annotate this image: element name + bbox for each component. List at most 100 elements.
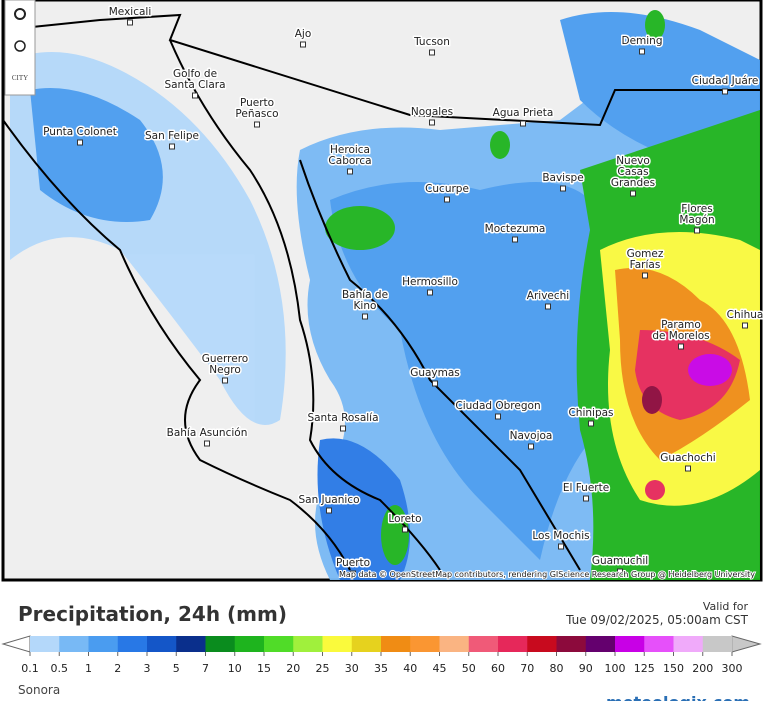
locate-button[interactable] — [14, 8, 26, 20]
color-segment — [322, 636, 353, 652]
city-dot — [560, 185, 566, 192]
city-dot — [444, 196, 450, 203]
valid-time: Tue 09/02/2025, 05:00am CST — [565, 613, 749, 627]
color-segment — [527, 636, 557, 652]
city-name: Flores — [681, 203, 712, 215]
tick-label: 200 — [692, 662, 713, 675]
under-arrow — [1, 635, 31, 653]
city-dot — [427, 289, 433, 296]
tick-label: 3 — [144, 662, 151, 675]
color-segment — [234, 636, 265, 652]
city-name: Deming — [621, 35, 662, 47]
color-segment — [468, 636, 499, 652]
city-dot — [694, 227, 700, 234]
city-name: Grandes — [611, 177, 655, 189]
tick-label: 60 — [491, 662, 505, 675]
tick-label: 20 — [286, 662, 300, 675]
tick-label: 80 — [550, 662, 564, 675]
color-segment — [59, 636, 89, 652]
city-name: Santa Clara — [164, 79, 225, 91]
city-dot — [300, 41, 306, 48]
city-name: Guerrero — [202, 353, 248, 365]
city-name: Chinipas — [568, 407, 613, 419]
city-dot — [77, 139, 83, 146]
city-dot — [362, 313, 368, 320]
city-dot — [639, 48, 645, 55]
city-name: Casas — [617, 166, 648, 178]
color-segment — [498, 636, 528, 652]
city-dot — [583, 495, 589, 502]
city-name: Nogales — [411, 106, 453, 118]
city-dot — [642, 272, 648, 279]
tick-label: 50 — [462, 662, 476, 675]
city-name: Navojoa — [510, 430, 553, 442]
city-labels: naMexicaliAjoTucsonDemingCiudad JuáreGol… — [4, 5, 765, 577]
city-name: Caborca — [328, 155, 371, 167]
city-name: Guamuchil — [592, 555, 648, 567]
tick-label: 100 — [605, 662, 626, 675]
city-dot — [495, 413, 501, 420]
city-name: Paramo — [661, 319, 701, 331]
zoom-out-button[interactable] — [14, 40, 26, 52]
color-segment — [88, 636, 119, 652]
city-name: Bavispe — [542, 172, 583, 184]
city-name: Los Mochis — [532, 530, 589, 542]
city-name: Magón — [679, 214, 714, 226]
city-toggle[interactable]: CITY — [12, 74, 28, 82]
color-segment — [585, 636, 616, 652]
city-dot — [432, 380, 438, 387]
legend-title: Precipitation, 24h (mm) — [18, 602, 287, 626]
city-name: Ciudad Obregon — [455, 400, 540, 412]
borders — [2, 13, 761, 571]
city-name: San Felipe — [145, 130, 199, 142]
color-segment — [117, 636, 148, 652]
city-name: Heroica — [330, 144, 370, 156]
city-name: Santa Rosalía — [307, 412, 378, 424]
tick-label: 5 — [173, 662, 180, 675]
color-segment — [410, 636, 440, 652]
color-segment — [702, 636, 733, 652]
tick-label: 125 — [634, 662, 655, 675]
color-segment — [556, 636, 587, 652]
city-dot — [340, 425, 346, 432]
tick-label: 1 — [85, 662, 92, 675]
city-name: El Fuerte — [563, 482, 609, 494]
tick-label: 90 — [579, 662, 593, 675]
city-name: Arivechi — [527, 290, 569, 302]
city-dot — [528, 443, 534, 450]
city-name: Golfo de — [173, 68, 217, 80]
city-name: Bahía de — [342, 289, 388, 301]
city-dot — [127, 19, 133, 26]
color-segment — [381, 636, 411, 652]
city-name: Mexicali — [109, 6, 152, 18]
city-name: Agua Prieta — [493, 107, 554, 119]
city-dot — [192, 92, 198, 99]
city-dot — [204, 440, 210, 447]
tick-label: 40 — [403, 662, 417, 675]
city-name: Guaymas — [410, 367, 460, 379]
color-segment — [351, 636, 382, 652]
color-segment — [644, 636, 674, 652]
attribution: Map data © OpenStreetMap contributors, r… — [339, 570, 755, 579]
color-segment — [439, 636, 470, 652]
city-name: Ciudad Juáre — [692, 75, 759, 87]
city-dot — [169, 143, 175, 150]
city-name: Moctezuma — [485, 223, 546, 235]
city-dot — [222, 377, 228, 384]
city-dot — [520, 120, 526, 127]
map-controls: CITY — [4, 0, 36, 96]
color-segment — [30, 636, 60, 652]
city-name: Loreto — [388, 513, 421, 525]
city-dot — [350, 570, 356, 577]
city-dot — [429, 49, 435, 56]
tick-label: 0.5 — [51, 662, 69, 675]
city-name: Chihua — [727, 309, 764, 321]
city-name: Punta Colonet — [43, 126, 117, 138]
city-name: Puerto — [336, 557, 370, 569]
tick-label: 300 — [722, 662, 743, 675]
city-name: Negro — [209, 364, 241, 376]
tick-label: 70 — [520, 662, 534, 675]
tick-label: 25 — [316, 662, 330, 675]
color-segment — [293, 636, 323, 652]
